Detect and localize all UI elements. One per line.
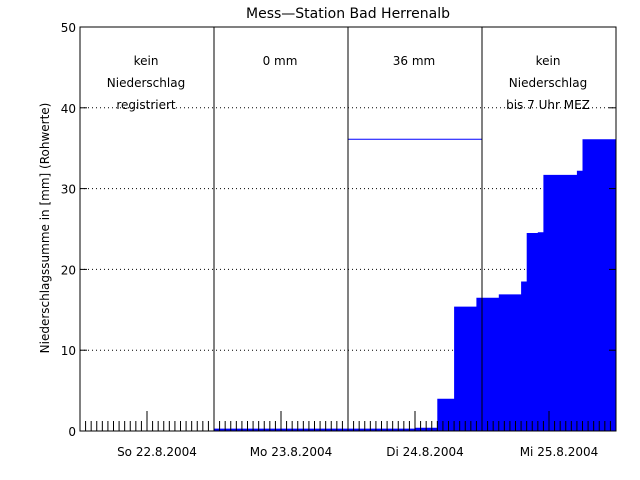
y-axis: 0 10 20 30 40 50 (61, 21, 616, 439)
day-annotation-2-0: 36 mm (393, 54, 435, 68)
day-annotation-1-0: 0 mm (263, 54, 298, 68)
y-tick-label-4: 40 (61, 102, 76, 116)
y-tick-label-3: 30 (61, 183, 76, 197)
day-annotation-3-2: bis 7 Uhr MEZ (506, 98, 590, 112)
day-annotation-3-1: Niederschlag (509, 76, 587, 90)
day-annotation-0-1: Niederschlag (107, 76, 185, 90)
day-separators (213, 27, 483, 431)
series-area (214, 138, 616, 432)
y-tick-label-0: 0 (68, 425, 76, 439)
day-annotation-0-0: kein (134, 54, 159, 68)
chart-title: Mess—Station Bad Herrenalb (246, 6, 450, 22)
series-area-fill (214, 139, 616, 432)
y-tick-label-5: 50 (61, 21, 76, 35)
day-annotation-0-2: registriert (116, 98, 176, 112)
x-day-label-3: Mi 25.8.2004 (520, 445, 599, 459)
y-tick-label-1: 10 (61, 344, 76, 358)
x-day-label-0: So 22.8.2004 (117, 445, 197, 459)
y-axis-label: Niederschlagssumme in [mm] (Rohwerte) (38, 103, 52, 354)
x-axis: So 22.8.2004 Mo 23.8.2004 Di 24.8.2004 Mi 2… (79, 411, 617, 459)
y-tick-label-2: 20 (61, 263, 76, 277)
x-day-label-2: Di 24.8.2004 (386, 445, 463, 459)
x-day-label-1: Mo 23.8.2004 (250, 445, 333, 459)
day-annotations: kein Niederschlag registriert 0 mm 36 mm kein… (107, 54, 590, 112)
day-annotation-3-0: kein (536, 54, 561, 68)
